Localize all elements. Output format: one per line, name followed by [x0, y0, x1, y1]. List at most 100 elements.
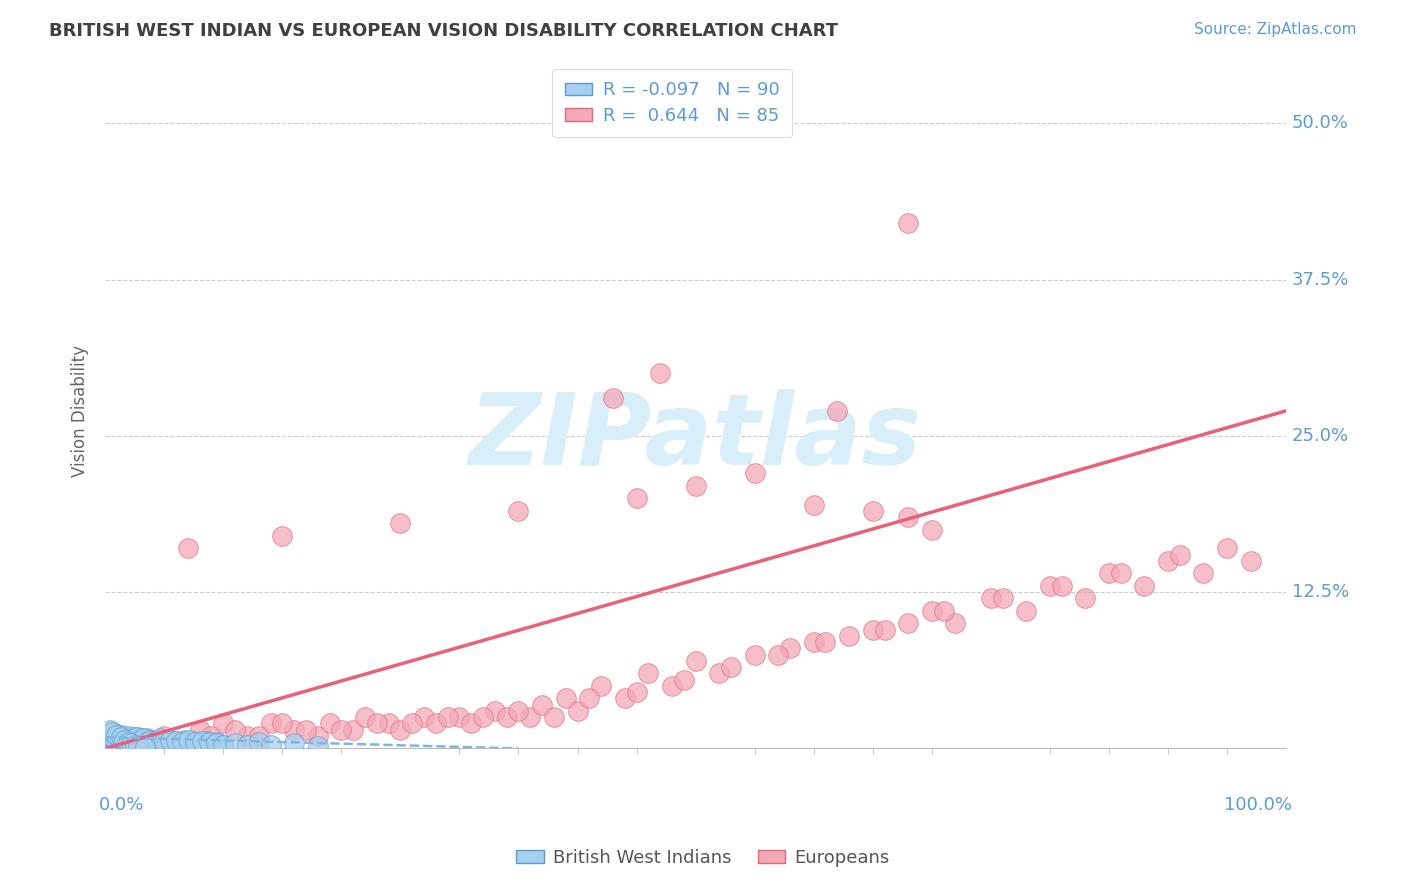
Point [897, 216, 920, 230]
Point [838, 629, 860, 643]
Point [591, 679, 613, 693]
Point [283, 723, 305, 737]
Point [1168, 548, 1191, 562]
Point [111, 728, 134, 742]
Text: 12.5%: 12.5% [1292, 583, 1350, 601]
Point [156, 732, 179, 747]
Point [111, 730, 134, 744]
Point [271, 529, 294, 543]
Point [100, 729, 122, 743]
Point [247, 735, 270, 749]
Point [114, 732, 136, 747]
Point [153, 735, 176, 749]
Point [567, 704, 589, 718]
Point [110, 730, 132, 744]
Point [1157, 554, 1180, 568]
Point [134, 740, 156, 755]
Point [814, 635, 837, 649]
Point [104, 732, 127, 747]
Point [945, 616, 967, 631]
Point [191, 735, 214, 749]
Point [283, 736, 305, 750]
Point [543, 710, 565, 724]
Point [342, 723, 364, 737]
Point [1109, 566, 1132, 581]
Point [1133, 579, 1156, 593]
Point [307, 739, 329, 753]
Point [247, 729, 270, 743]
Point [129, 731, 152, 746]
Point [148, 732, 170, 747]
Point [143, 734, 166, 748]
Point [508, 504, 530, 518]
Point [991, 591, 1014, 606]
Point [148, 731, 170, 746]
Point [212, 738, 235, 752]
Point [212, 716, 235, 731]
Point [307, 729, 329, 743]
Point [135, 735, 157, 749]
Point [626, 491, 648, 506]
Text: 0.0%: 0.0% [100, 796, 145, 814]
Point [153, 735, 176, 749]
Point [932, 604, 955, 618]
Point [472, 710, 495, 724]
Point [104, 728, 127, 742]
Point [862, 504, 884, 518]
Point [117, 735, 139, 749]
Point [104, 726, 127, 740]
Point [626, 685, 648, 699]
Point [862, 623, 884, 637]
Point [150, 734, 173, 748]
Point [122, 734, 145, 748]
Point [165, 734, 187, 748]
Point [531, 698, 554, 712]
Point [181, 734, 204, 748]
Text: 25.0%: 25.0% [1292, 427, 1348, 445]
Point [921, 523, 943, 537]
Point [132, 732, 155, 747]
Point [508, 704, 530, 718]
Point [101, 725, 124, 739]
Point [200, 736, 222, 750]
Text: BRITISH WEST INDIAN VS EUROPEAN VISION DISABILITY CORRELATION CHART: BRITISH WEST INDIAN VS EUROPEAN VISION D… [49, 22, 838, 40]
Point [120, 736, 142, 750]
Text: 100.0%: 100.0% [1223, 796, 1292, 814]
Point [519, 710, 541, 724]
Point [124, 738, 146, 752]
Point [259, 716, 281, 731]
Point [1239, 554, 1261, 568]
Point [921, 604, 943, 618]
Point [602, 392, 624, 406]
Point [1098, 566, 1121, 581]
Point [169, 735, 191, 749]
Point [768, 648, 790, 662]
Point [127, 739, 149, 753]
Point [118, 731, 141, 746]
Point [107, 734, 129, 748]
Text: 50.0%: 50.0% [1292, 114, 1348, 132]
Point [330, 723, 353, 737]
Text: 37.5%: 37.5% [1292, 270, 1350, 288]
Point [259, 738, 281, 752]
Point [142, 734, 165, 748]
Point [121, 732, 143, 747]
Point [224, 723, 246, 737]
Point [295, 723, 318, 737]
Point [124, 731, 146, 746]
Point [198, 735, 221, 749]
Point [141, 732, 163, 747]
Point [980, 591, 1002, 606]
Point [554, 691, 576, 706]
Point [449, 710, 471, 724]
Point [661, 679, 683, 693]
Point [205, 736, 228, 750]
Legend: British West Indians, Europeans: British West Indians, Europeans [509, 842, 897, 874]
Point [744, 467, 766, 481]
Point [153, 729, 176, 743]
Point [207, 735, 229, 749]
Point [578, 691, 600, 706]
Point [121, 730, 143, 744]
Point [709, 666, 731, 681]
Point [389, 516, 412, 531]
